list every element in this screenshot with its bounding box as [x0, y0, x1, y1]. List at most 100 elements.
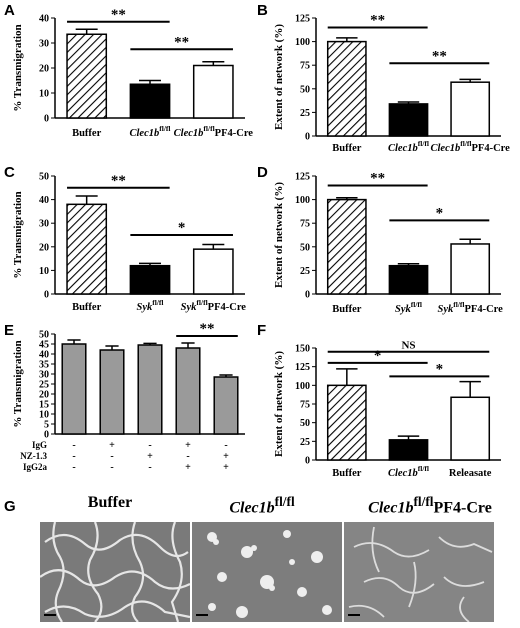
- bar: [129, 264, 171, 295]
- significance-label: **: [111, 7, 126, 23]
- bar: [326, 384, 367, 461]
- chart-d-network-extent: 0 25 50 75 100 125 Extent of network (%) Buffer…: [273, 170, 503, 315]
- significance-label: *: [178, 220, 186, 236]
- bar: [388, 264, 429, 295]
- y-tick-label: 30: [39, 39, 49, 50]
- y-tick-label: 0: [305, 290, 310, 301]
- partial-network-icon: [344, 522, 494, 622]
- treatment-mark: +: [109, 440, 115, 451]
- bar: [66, 203, 108, 295]
- y-tick-label: 50: [300, 84, 310, 95]
- y-tick-label: 75: [300, 61, 310, 72]
- chart-f-releasate-network: 0 25 50 75 100 125 150 Extent of network (%) Buf…: [273, 340, 501, 479]
- bar: [137, 344, 163, 435]
- cluster-icon: [192, 522, 342, 622]
- y-tick-label: 50: [39, 172, 49, 183]
- bar: [99, 349, 125, 435]
- treatment-row-label: NZ-1.3: [20, 451, 47, 461]
- bar: [450, 396, 491, 461]
- category-label: Sykfl/fl: [137, 298, 164, 313]
- bar: [66, 33, 108, 119]
- y-axis-label: Extent of network (%): [273, 182, 285, 288]
- y-tick-label: 25: [300, 266, 310, 277]
- chart-c-transmigration: 0 10 20 30 40 50 % Transmigration Buffer Sykfl/f…: [12, 172, 247, 314]
- significance-label: *: [436, 205, 444, 221]
- panel-letter-e: E: [4, 322, 15, 339]
- treatment-mark: -: [72, 451, 75, 462]
- y-axis-label: Extent of network (%): [273, 351, 285, 457]
- micrograph-title-clec1b: Clec1bfl/fl: [229, 494, 295, 517]
- treatment-mark: -: [110, 462, 113, 473]
- significance-label: *: [436, 361, 444, 377]
- category-label: Sykfl/flPF4-Cre: [181, 298, 247, 313]
- significance-label: NS: [401, 340, 415, 352]
- y-tick-label: 15: [39, 400, 49, 411]
- y-tick-label: 10: [39, 266, 49, 277]
- bar: [450, 243, 491, 295]
- micrograph-clec1b: [192, 522, 342, 622]
- network-icon: [40, 522, 190, 622]
- y-tick-label: 75: [300, 219, 310, 230]
- treatment-mark: -: [110, 451, 113, 462]
- y-tick-label: 25: [300, 437, 310, 448]
- bar: [388, 439, 429, 461]
- y-axis-label: % Transmigration: [12, 24, 24, 111]
- significance-label: **: [200, 321, 215, 337]
- category-label: Clec1bfl/fl: [388, 139, 429, 154]
- chart-a-transmigration: 0 10 20 30 40 % Transmigration Buffer Clec1bfl/…: [12, 7, 253, 139]
- bar: [388, 103, 429, 137]
- treatment-row-label: IgG2a: [23, 462, 48, 472]
- y-tick-label: 10: [39, 89, 49, 100]
- chart-b-network-extent: 0 25 50 75 100 125 Extent of network (%) Buffer…: [273, 12, 511, 154]
- treatment-mark: -: [186, 451, 189, 462]
- category-label: Buffer: [332, 304, 361, 315]
- bar: [192, 248, 234, 295]
- y-axis-label: % Transmigration: [12, 191, 24, 278]
- category-label: Buffer: [332, 468, 361, 479]
- significance-label: **: [370, 170, 385, 186]
- panel-letter-f: F: [257, 322, 267, 339]
- y-axis-label: % Transmigration: [12, 340, 24, 427]
- micrograph-clec1b-pf4cre: [344, 522, 494, 622]
- significance-label: **: [370, 12, 385, 28]
- y-tick-label: 35: [39, 360, 49, 371]
- significance-label: **: [174, 34, 189, 50]
- y-tick-label: 150: [295, 344, 310, 355]
- y-tick-label: 25: [300, 108, 310, 119]
- y-tick-label: 20: [39, 242, 49, 253]
- micrograph-title-buffer: Buffer: [87, 494, 133, 511]
- panel-letter-g: G: [4, 498, 16, 515]
- y-tick-label: 20: [39, 390, 49, 401]
- scale-bar: [196, 614, 208, 616]
- y-tick-label: 25: [39, 380, 49, 391]
- y-tick-label: 125: [295, 14, 310, 25]
- treatment-row-label: IgG: [32, 440, 47, 450]
- category-label: Sykfl/fl: [395, 300, 422, 315]
- bar: [326, 40, 367, 137]
- category-label: Clec1bfl/flPF4-Cre: [431, 139, 511, 154]
- micrograph-buffer: [40, 522, 190, 622]
- y-tick-label: 45: [39, 340, 49, 351]
- bar: [175, 347, 201, 435]
- y-tick-label: 40: [39, 195, 49, 206]
- treatment-mark: -: [224, 440, 227, 451]
- panel-letter-d: D: [257, 164, 268, 181]
- y-tick-label: 30: [39, 370, 49, 381]
- treatment-mark: +: [185, 462, 191, 473]
- category-label: Buffer: [72, 302, 101, 313]
- y-axis-label: Extent of network (%): [273, 24, 285, 130]
- scale-bar: [348, 614, 360, 616]
- y-tick-label: 50: [39, 330, 49, 341]
- y-tick-label: 125: [295, 172, 310, 183]
- y-tick-label: 125: [295, 362, 310, 373]
- treatment-mark: +: [147, 451, 153, 462]
- micrograph-title-clec1b-pf4cre: Clec1bfl/flPF4-Cre: [368, 494, 492, 517]
- bar: [192, 64, 234, 119]
- significance-label: **: [432, 48, 447, 64]
- y-tick-label: 0: [44, 430, 49, 441]
- y-tick-label: 30: [39, 219, 49, 230]
- y-tick-label: 20: [39, 64, 49, 75]
- scale-bar: [44, 614, 56, 616]
- y-tick-label: 50: [300, 418, 310, 429]
